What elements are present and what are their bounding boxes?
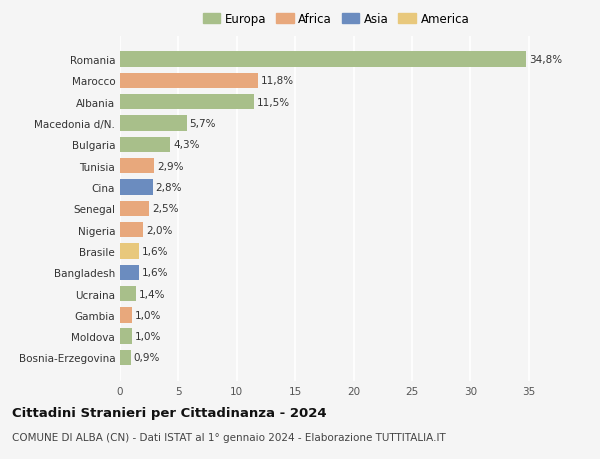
Bar: [120, 350, 131, 365]
Bar: [120, 116, 187, 131]
Bar: [120, 159, 154, 174]
Bar: [120, 244, 139, 259]
Bar: [120, 308, 131, 323]
Bar: [120, 137, 170, 153]
Bar: [120, 265, 139, 280]
Text: Cittadini Stranieri per Cittadinanza - 2024: Cittadini Stranieri per Cittadinanza - 2…: [12, 406, 326, 419]
Bar: [120, 223, 143, 238]
Text: 1,0%: 1,0%: [134, 331, 161, 341]
Text: 1,4%: 1,4%: [139, 289, 166, 299]
Text: 11,8%: 11,8%: [260, 76, 294, 86]
Text: 1,6%: 1,6%: [142, 268, 168, 278]
Text: 4,3%: 4,3%: [173, 140, 200, 150]
Text: 1,0%: 1,0%: [134, 310, 161, 320]
Bar: [120, 180, 152, 195]
Text: 34,8%: 34,8%: [529, 55, 562, 65]
Text: 0,9%: 0,9%: [133, 353, 160, 363]
Text: 2,0%: 2,0%: [146, 225, 173, 235]
Bar: [120, 286, 136, 302]
Text: 1,6%: 1,6%: [142, 246, 168, 257]
Bar: [120, 201, 149, 217]
Bar: [120, 73, 258, 89]
Text: 11,5%: 11,5%: [257, 98, 290, 107]
Legend: Europa, Africa, Asia, America: Europa, Africa, Asia, America: [198, 8, 474, 31]
Text: 2,5%: 2,5%: [152, 204, 179, 214]
Bar: [120, 329, 131, 344]
Bar: [120, 95, 254, 110]
Text: 5,7%: 5,7%: [190, 119, 216, 129]
Text: 2,8%: 2,8%: [155, 183, 182, 193]
Text: COMUNE DI ALBA (CN) - Dati ISTAT al 1° gennaio 2024 - Elaborazione TUTTITALIA.IT: COMUNE DI ALBA (CN) - Dati ISTAT al 1° g…: [12, 432, 446, 442]
Bar: [120, 52, 526, 67]
Text: 2,9%: 2,9%: [157, 161, 183, 171]
